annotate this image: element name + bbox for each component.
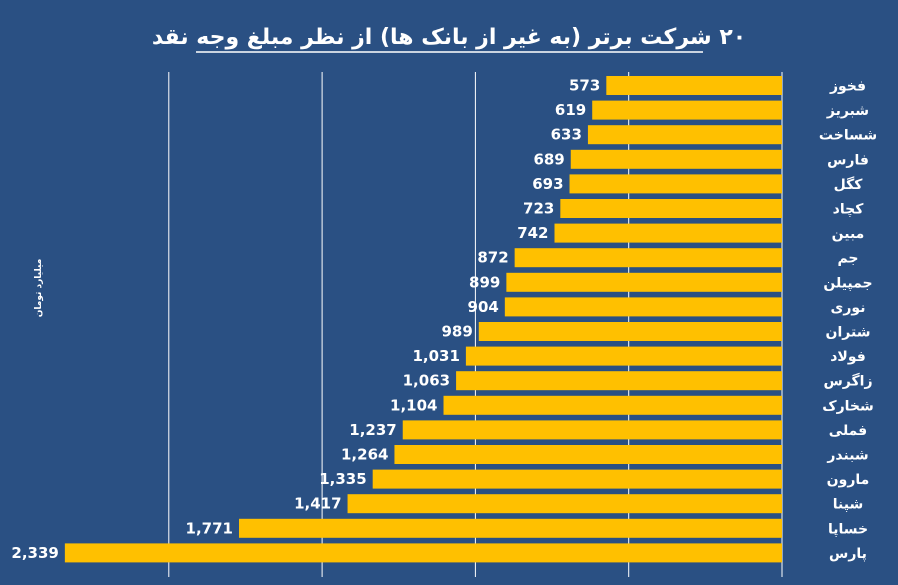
- value-label-3: 689: [533, 150, 564, 168]
- bar-8: [506, 272, 782, 292]
- category-label-8: جمپیلن: [823, 275, 872, 291]
- bar-15: [394, 445, 782, 464]
- bar-13: [443, 395, 782, 415]
- bar-4: [569, 174, 782, 194]
- value-label-13: 1,104: [390, 396, 437, 414]
- category-label-15: شبندر: [826, 448, 868, 464]
- category-label-10: شتران: [826, 325, 871, 341]
- value-label-10: 989: [441, 323, 472, 341]
- category-label-17: شپنا: [833, 497, 863, 513]
- category-labels: فخوز شبریز شساخت فارس کگل کچاد مبین جم جمپیلن نور…: [819, 79, 877, 562]
- unit-label: میلیارد تومان: [34, 259, 44, 318]
- bar-18: [239, 518, 782, 538]
- value-label-5: 723: [523, 200, 554, 218]
- bar-19: [64, 543, 782, 563]
- category-label-0: فخوز: [829, 79, 866, 95]
- category-label-4: کگل: [834, 176, 864, 193]
- value-label-1: 619: [555, 101, 586, 119]
- category-label-9: نوری: [831, 300, 866, 316]
- bars: [64, 76, 782, 563]
- value-label-16: 1,335: [319, 470, 366, 488]
- bar-6: [554, 223, 782, 243]
- bar-14: [402, 420, 782, 440]
- category-label-3: فارس: [827, 152, 869, 168]
- category-label-13: شخارک: [822, 398, 874, 414]
- value-label-6: 742: [517, 224, 548, 242]
- category-label-11: فولاد: [830, 349, 866, 365]
- bar-11: [465, 346, 782, 366]
- category-label-5: کچاد: [833, 202, 865, 218]
- bar-3: [570, 149, 782, 169]
- value-label-19: 2,339: [11, 544, 58, 562]
- value-label-15: 1,264: [341, 446, 388, 464]
- value-label-17: 1,417: [294, 495, 341, 513]
- value-label-11: 1,031: [412, 347, 459, 365]
- value-label-2: 633: [551, 126, 582, 144]
- bar-12: [456, 371, 782, 391]
- bar-2: [587, 125, 782, 145]
- category-label-14: فملی: [829, 423, 867, 439]
- value-label-9: 904: [468, 298, 499, 316]
- value-label-12: 1,063: [403, 372, 450, 390]
- bar-10: [478, 322, 782, 341]
- category-label-6: مبین: [832, 226, 865, 242]
- value-label-18: 1,771: [186, 519, 233, 537]
- category-label-2: شساخت: [819, 128, 877, 144]
- value-label-0: 573: [569, 77, 600, 95]
- category-label-19: پارس: [829, 546, 867, 562]
- value-label-7: 872: [477, 249, 508, 267]
- bar-9: [504, 297, 782, 317]
- bar-7: [514, 248, 782, 268]
- bar-5: [560, 199, 782, 218]
- bar-0: [606, 76, 782, 95]
- value-labels: 573 619 633 689 693 723 742 872 899 904 989 1,031 1,…: [11, 77, 600, 562]
- bar-1: [592, 100, 782, 120]
- category-label-16: مارون: [827, 472, 870, 488]
- category-label-18: خساپا: [828, 521, 868, 537]
- chart-title: ۲۰ شرکت برتر (به غیر از بانک ها) از نظر …: [152, 25, 746, 50]
- bar-17: [347, 494, 782, 514]
- value-label-4: 693: [532, 175, 563, 193]
- category-label-1: شبریز: [826, 103, 869, 119]
- value-label-8: 899: [469, 273, 500, 291]
- bar-16: [372, 469, 782, 489]
- category-label-7: جم: [837, 251, 858, 267]
- value-label-14: 1,237: [349, 421, 396, 439]
- category-label-12: زاگرس: [823, 373, 872, 390]
